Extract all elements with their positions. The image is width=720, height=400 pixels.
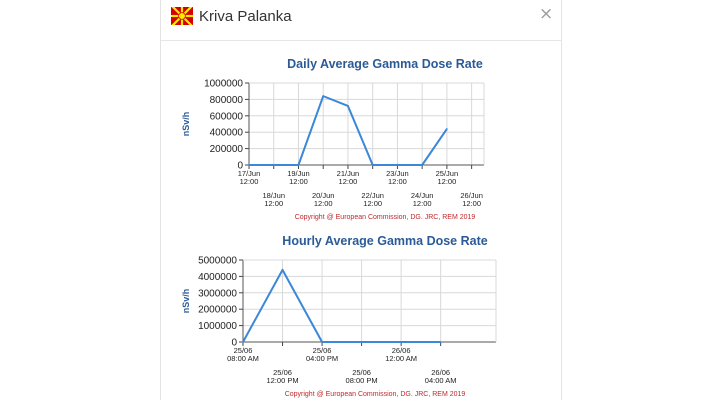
x-tick-time: 12:00 <box>289 177 308 186</box>
x-tick-time: 12:00 AM <box>385 354 417 363</box>
x-tick-time: 12:00 <box>314 199 333 208</box>
y-tick-label: 200000 <box>210 144 244 155</box>
x-tick-time: 04:00 AM <box>425 376 457 385</box>
y-tick-label: 5000000 <box>198 256 237 267</box>
y-tick-label: 3000000 <box>198 288 237 299</box>
station-popup: Kriva Palanka × Daily Average Gamma Dose… <box>160 0 562 400</box>
x-tick-time: 08:00 PM <box>346 376 378 385</box>
data-point <box>446 128 448 130</box>
x-tick-time: 04:00 PM <box>306 354 338 363</box>
x-tick-time: 12:00 PM <box>266 376 298 385</box>
y-tick-label: 400000 <box>210 128 244 139</box>
x-tick-date: 22/Jun <box>361 191 384 200</box>
hourly-gamma-chart: Hourly Average Gamma Dose Rate nSv/h 50000… <box>181 234 497 398</box>
flag-sun <box>178 12 186 20</box>
x-tick-time: 12:00 <box>413 199 432 208</box>
x-tick-date: 20/Jun <box>312 191 335 200</box>
data-point <box>248 164 250 166</box>
copyright-note: Copyright @ European Commission, DG. JRC… <box>285 391 466 398</box>
daily-gamma-chart: Daily Average Gamma Dose Rate nSv/h 100000… <box>181 57 485 221</box>
y-tick-label: 0 <box>237 161 243 172</box>
x-tick-time: 12:00 <box>462 199 481 208</box>
y-tick-label: 1000000 <box>198 321 237 332</box>
y-axis-label: nSv/h <box>181 112 191 137</box>
north-macedonia-flag-icon <box>171 7 193 25</box>
data-point <box>371 164 374 166</box>
x-tick-date: 25/06 <box>273 368 292 377</box>
x-tick-date: 18/Jun <box>262 191 285 200</box>
data-point <box>347 105 349 107</box>
x-tick-date: 26/Jun <box>460 191 483 200</box>
x-tick-date: 25/06 <box>234 346 253 355</box>
close-icon[interactable]: × <box>539 4 554 24</box>
y-tick-label: 4000000 <box>198 272 237 283</box>
data-point <box>396 164 399 166</box>
y-tick-label: 0 <box>231 338 237 349</box>
x-tick-time: 12:00 <box>240 177 259 186</box>
x-tick-date: 25/06 <box>352 368 371 377</box>
series-line <box>242 268 441 343</box>
x-tick-date: 23/Jun <box>386 169 409 178</box>
x-tick-date: 17/Jun <box>238 169 261 178</box>
y-tick-label: 2000000 <box>198 305 237 316</box>
data-point <box>421 164 423 166</box>
y-axis-label: nSv/h <box>181 289 191 314</box>
x-tick-date: 26/06 <box>431 368 450 377</box>
data-point <box>439 341 442 343</box>
data-point <box>242 341 244 343</box>
data-point <box>281 269 284 271</box>
x-tick-time: 12:00 <box>339 177 358 186</box>
data-point <box>322 95 325 97</box>
popup-header: Kriva Palanka × <box>161 0 561 41</box>
x-tick-date: 21/Jun <box>337 169 360 178</box>
x-tick-date: 24/Jun <box>411 191 434 200</box>
copyright-note: Copyright @ European Commission, DG. JRC… <box>295 214 476 221</box>
y-tick-label: 1000000 <box>204 79 243 90</box>
x-tick-time: 12:00 <box>264 199 283 208</box>
x-tick-date: 26/06 <box>392 346 411 355</box>
chart-title: Daily Average Gamma Dose Rate <box>287 57 483 71</box>
x-tick-date: 25/06 <box>313 346 332 355</box>
data-point <box>297 164 300 166</box>
x-tick-time: 12:00 <box>363 199 382 208</box>
x-tick-date: 25/Jun <box>436 169 459 178</box>
chart-title: Hourly Average Gamma Dose Rate <box>282 234 487 248</box>
y-tick-label: 600000 <box>210 111 244 122</box>
data-point <box>272 164 275 166</box>
x-tick-time: 12:00 <box>438 177 457 186</box>
x-tick-date: 19/Jun <box>287 169 310 178</box>
x-tick-time: 08:00 AM <box>227 354 259 363</box>
data-point <box>321 341 323 343</box>
y-tick-label: 800000 <box>210 95 244 106</box>
station-title: Kriva Palanka <box>199 8 292 25</box>
x-tick-time: 12:00 <box>388 177 407 186</box>
